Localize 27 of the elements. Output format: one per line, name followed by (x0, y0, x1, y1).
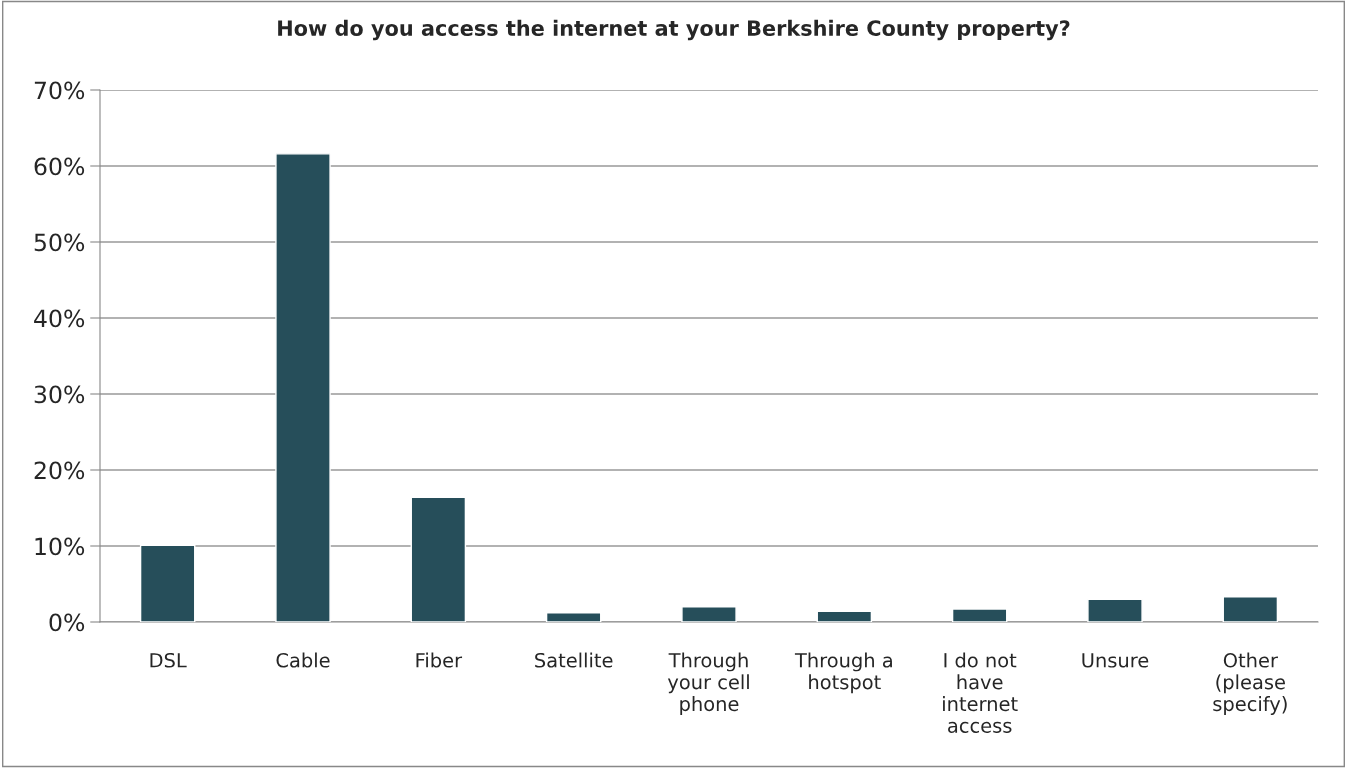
bar (1087, 598, 1143, 622)
x-tick-label: Satellite (535, 652, 613, 668)
bar (139, 544, 196, 622)
x-tick-label: Through your cell phone (667, 652, 749, 715)
x-tick-label: DSL (150, 652, 187, 668)
y-tick-label: 40% (34, 309, 85, 328)
y-tick-label: 50% (34, 233, 85, 252)
y-tick-label: 70% (34, 81, 85, 100)
y-tick-label: 0% (49, 613, 85, 632)
x-tick-label: Unsure (1082, 653, 1149, 668)
bar (275, 153, 331, 622)
y-tick-label: 60% (34, 157, 85, 176)
chart-title: How do you access the internet at your Berkshire County property? (278, 19, 1070, 41)
bar (410, 496, 467, 622)
y-tick-label: 20% (34, 461, 85, 480)
bar (681, 606, 737, 622)
x-tick-label: I do not have internet access (943, 652, 1018, 733)
x-tick-label: Other (please specify) (1213, 652, 1287, 715)
y-tick-label: 10% (35, 537, 85, 556)
bar (951, 608, 1008, 622)
bar (816, 610, 873, 622)
x-tick-label: Through a hotspot (794, 652, 892, 694)
x-tick-label: Cable (276, 652, 330, 668)
bar (545, 612, 602, 622)
bar (1222, 596, 1279, 622)
y-tick-label: 30% (34, 385, 85, 404)
x-tick-label: Fiber (416, 652, 463, 668)
